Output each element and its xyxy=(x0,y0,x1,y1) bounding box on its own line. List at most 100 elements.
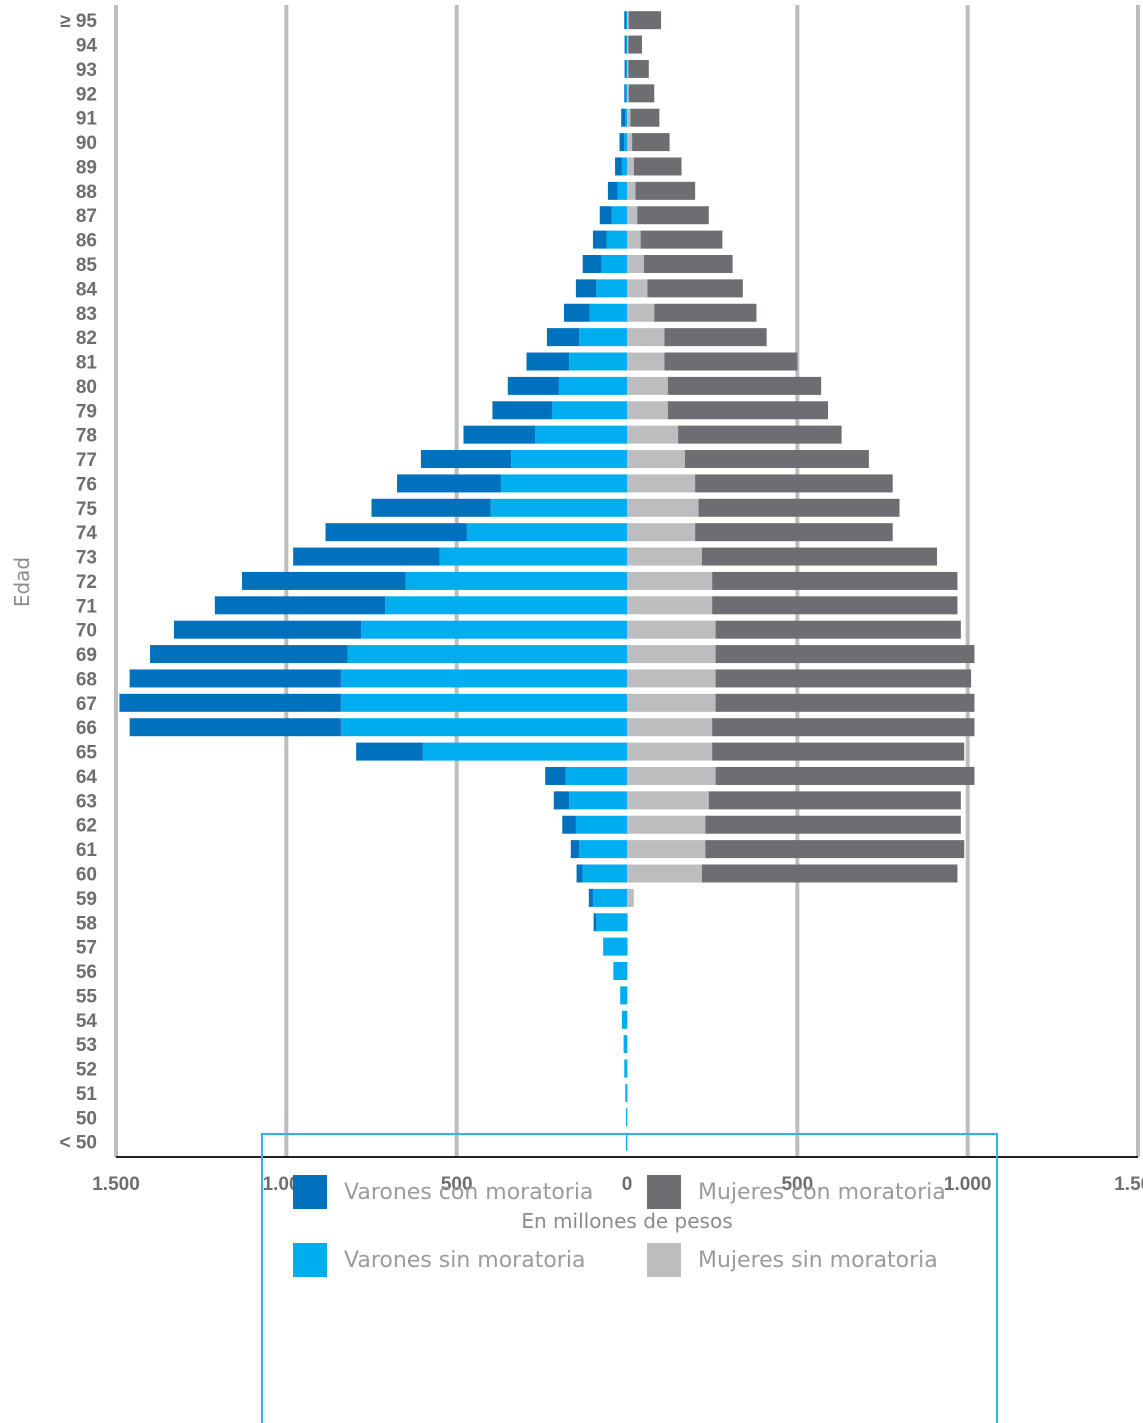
bar xyxy=(635,181,696,200)
age-tick-label: 71 xyxy=(76,596,98,617)
bar xyxy=(625,84,627,103)
bar xyxy=(552,401,627,420)
legend-label: Varones sin moratoria xyxy=(344,1247,586,1273)
bar xyxy=(500,474,627,493)
bar xyxy=(546,328,580,347)
bar xyxy=(627,571,713,590)
legend-swatch-varones-sin xyxy=(293,1243,327,1277)
legend-label: Mujeres con moratoria xyxy=(698,1179,946,1205)
bar xyxy=(558,376,627,395)
age-tick-label: 58 xyxy=(76,913,97,934)
age-tick-label: 69 xyxy=(76,645,97,666)
age-tick-label: 80 xyxy=(76,377,97,398)
bar xyxy=(705,815,961,834)
bar xyxy=(119,693,341,712)
age-tick-label: 84 xyxy=(76,279,98,300)
bar xyxy=(627,547,702,566)
bar xyxy=(712,718,975,737)
legend: Varones con moratoria Mujeres con morato… xyxy=(261,1133,998,1423)
legend-item-mujeres-con: Mujeres con moratoria xyxy=(647,1175,946,1209)
bar xyxy=(617,181,627,200)
bar xyxy=(627,376,668,395)
age-tick-label: 75 xyxy=(76,499,98,520)
bar xyxy=(667,401,828,420)
y-axis-title: Edad xyxy=(10,557,34,607)
bar xyxy=(596,913,627,932)
bar xyxy=(619,133,625,152)
bar xyxy=(347,645,627,664)
bar xyxy=(647,279,743,298)
bar xyxy=(593,913,597,932)
age-tick-label: 72 xyxy=(76,572,97,593)
age-tick-label: 86 xyxy=(76,231,97,252)
bar xyxy=(698,498,900,517)
bar xyxy=(526,352,570,371)
bar xyxy=(627,450,685,469)
bar xyxy=(627,620,716,639)
bar xyxy=(569,352,627,371)
age-tick-label: 61 xyxy=(76,840,98,861)
bar xyxy=(627,108,631,127)
age-tick-label: 50 xyxy=(76,1108,97,1129)
bar xyxy=(627,766,716,785)
bar xyxy=(621,157,627,176)
bar xyxy=(667,376,822,395)
bar xyxy=(507,376,559,395)
age-tick-label: 93 xyxy=(76,60,97,81)
population-pyramid-chart: ≥ 95 94 93 92 91 90 89 88 87 86 85 84 83 82 81 80 79 78 77… xyxy=(10,5,1143,1233)
bar xyxy=(492,401,553,420)
age-tick-label: 89 xyxy=(76,157,97,178)
bar xyxy=(361,620,627,639)
bar xyxy=(627,279,648,298)
bar xyxy=(678,425,842,444)
bar xyxy=(596,279,627,298)
bar xyxy=(715,620,961,639)
bar xyxy=(624,11,626,30)
age-tick-label: 70 xyxy=(76,621,97,642)
bar xyxy=(695,523,893,542)
bar xyxy=(150,645,348,664)
bar xyxy=(627,11,629,30)
bar xyxy=(565,766,627,785)
bar xyxy=(356,742,423,761)
age-tick-label: 51 xyxy=(76,1084,98,1105)
age-tick-label: 66 xyxy=(76,718,97,739)
bar xyxy=(385,596,627,615)
age-tick-label: 88 xyxy=(76,182,97,203)
bar xyxy=(712,742,965,761)
bar xyxy=(422,742,627,761)
age-tick-label: 67 xyxy=(76,694,97,715)
bar xyxy=(553,791,570,810)
bar xyxy=(715,693,975,712)
legend-label: Varones con moratoria xyxy=(344,1179,594,1205)
bar xyxy=(463,425,536,444)
bar xyxy=(632,133,670,152)
age-labels: ≥ 95 94 93 92 91 90 89 88 87 86 85 84 83 82 81 80 79 78 77… xyxy=(59,11,97,1153)
age-tick-label: 54 xyxy=(76,1011,98,1032)
bars xyxy=(119,11,975,1151)
bar xyxy=(611,206,627,225)
bar xyxy=(628,59,649,78)
bar xyxy=(627,742,713,761)
bar xyxy=(607,181,618,200)
bar xyxy=(630,108,660,127)
age-tick-label: 81 xyxy=(76,353,98,374)
bar xyxy=(625,1083,627,1102)
bar xyxy=(371,498,491,517)
bar xyxy=(575,279,597,298)
x-tick-label: 500 xyxy=(781,1174,813,1195)
bar xyxy=(627,157,634,176)
x-tick-label: 500 xyxy=(441,1174,473,1195)
bar xyxy=(627,352,665,371)
bar xyxy=(545,766,566,785)
bar xyxy=(627,35,629,54)
bar xyxy=(637,206,709,225)
bar xyxy=(173,620,362,639)
bar xyxy=(628,84,655,103)
bar xyxy=(576,864,583,883)
bar xyxy=(627,840,706,859)
age-tick-label: 59 xyxy=(76,889,97,910)
bar xyxy=(627,1108,628,1127)
age-tick-label: ≥ 95 xyxy=(60,11,97,32)
bar xyxy=(340,718,627,737)
